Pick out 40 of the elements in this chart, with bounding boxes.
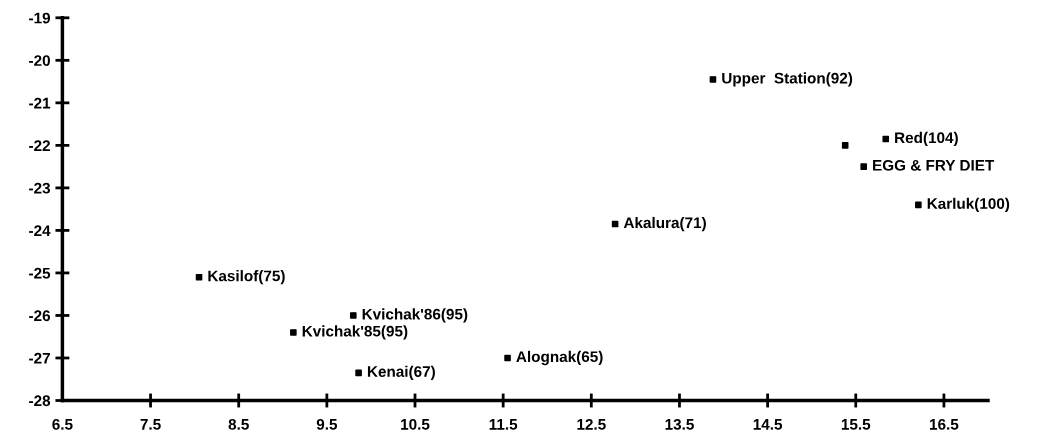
annotation: Alognak(65) <box>516 350 603 366</box>
y-tick-label: -27 <box>29 352 50 364</box>
x-tick-label: 8.5 <box>228 418 249 430</box>
annotation: Upper Station(92) <box>722 72 853 87</box>
annotation: Akalura(71) <box>623 216 706 232</box>
x-tick-label: 9.5 <box>316 418 338 430</box>
point <box>882 135 890 143</box>
x-tick-label: 16.5 <box>930 418 959 430</box>
annotation: Kvichak'86(95) <box>362 308 468 323</box>
point <box>350 312 357 319</box>
y-tick-label: -26 <box>29 310 51 322</box>
point <box>355 369 362 377</box>
y-tick-label: -22 <box>29 140 50 151</box>
x-tick-label: 14.5 <box>753 419 783 430</box>
annotation: Kvichak'85(95) <box>302 325 408 340</box>
x-tick-label: 13.5 <box>665 418 694 430</box>
annotation: Kenai(67) <box>367 365 435 380</box>
y-tick-label: -28 <box>29 395 51 407</box>
y-tick-label: -24 <box>29 225 51 236</box>
y-tick-label: -21 <box>29 97 51 109</box>
x-tick-label: 12.5 <box>577 418 606 430</box>
x-tick-label: 6.5 <box>52 418 73 430</box>
annotation: Karluk(100) <box>927 197 1010 213</box>
y-tick-label: -19 <box>29 12 51 24</box>
point <box>915 201 922 209</box>
annotation: Kasilof(75) <box>208 270 285 285</box>
point <box>709 76 717 83</box>
y-tick-label: -20 <box>29 55 50 67</box>
y-tick-label: -25 <box>29 267 51 279</box>
x-tick-label: 15.5 <box>841 419 871 430</box>
point <box>290 329 297 336</box>
annotation: EGG & FRY DIET <box>873 159 995 171</box>
y-tick-label: -23 <box>29 182 51 194</box>
point <box>860 163 867 170</box>
annotation: Red(104) <box>895 131 958 147</box>
x-tick-label: 7.5 <box>140 419 161 430</box>
point <box>504 354 511 362</box>
x-tick-label: 11.5 <box>489 419 518 430</box>
point <box>841 142 849 149</box>
x-tick-label: 10.5 <box>401 418 430 430</box>
